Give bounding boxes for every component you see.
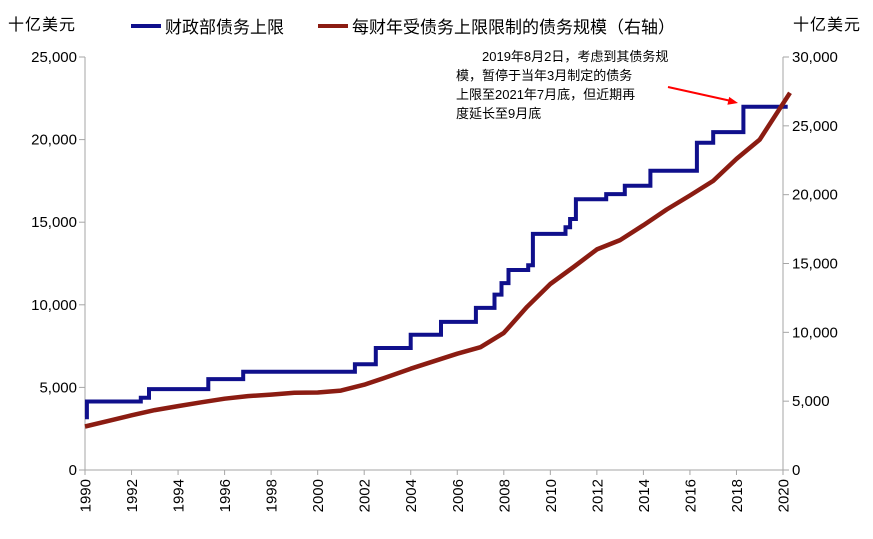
annotation-line: 2019年8月2日，考虑到其债务规 bbox=[482, 49, 669, 64]
x-axis-tick-label: 1990 bbox=[78, 479, 95, 512]
right-axis-tick-label: 15,000 bbox=[792, 256, 838, 273]
debt-limit-series bbox=[84, 104, 788, 420]
x-axis-tick-label: 2004 bbox=[403, 479, 420, 512]
annotation-line: 上限至2021年7月底，但近期再 bbox=[456, 87, 636, 102]
x-axis-tick-label: 2014 bbox=[636, 479, 653, 512]
x-axis-tick-label: 2006 bbox=[450, 479, 467, 512]
right-axis-unit-label: 十亿美元 bbox=[792, 17, 861, 34]
x-axis-tick-label: 2012 bbox=[589, 479, 606, 512]
x-axis-tick-label: 2020 bbox=[776, 479, 793, 512]
annotation-text: 2019年8月2日，考虑到其债务规 模，暂停于当年3月制定的债务 上限至2021… bbox=[456, 47, 756, 123]
annotation-line: 度延长至9月底 bbox=[456, 106, 542, 121]
left-axis-tick-label: 5,000 bbox=[39, 379, 77, 396]
left-axis-tick-label: 0 bbox=[69, 462, 77, 479]
left-axis-tick-label: 15,000 bbox=[31, 214, 77, 231]
right-axis-tick-label: 25,000 bbox=[792, 118, 838, 135]
x-axis-tick-label: 2002 bbox=[357, 479, 374, 512]
x-axis-tick-label: 2016 bbox=[682, 479, 699, 512]
x-axis-tick-label: 2010 bbox=[543, 479, 560, 512]
right-axis-tick-label: 30,000 bbox=[792, 49, 838, 66]
x-axis-tick-label: 2000 bbox=[310, 479, 327, 512]
x-axis-tick-label: 1996 bbox=[217, 479, 234, 512]
chart-legend: 财政部债务上限 每财年受债务上限限制的债务规模（右轴） bbox=[131, 13, 675, 38]
legend-swatch-debt-limit bbox=[131, 23, 161, 28]
x-axis-tick-label: 2018 bbox=[729, 479, 746, 512]
legend-item-debt-subject: 每财年受债务上限限制的债务规模（右轴） bbox=[318, 13, 675, 38]
left-axis-tick-label: 10,000 bbox=[31, 297, 77, 314]
annotation-arrow-head bbox=[727, 96, 738, 105]
legend-item-debt-limit: 财政部债务上限 bbox=[131, 13, 284, 38]
right-axis-tick-label: 0 bbox=[792, 462, 800, 479]
left-axis-tick-label: 20,000 bbox=[31, 132, 77, 149]
debt-subject-to-limit-series bbox=[84, 91, 792, 429]
x-axis-tick-label: 1992 bbox=[124, 479, 141, 512]
annotation-line: 模，暂停于当年3月制定的债务 bbox=[456, 68, 633, 83]
left-axis-unit-label: 十亿美元 bbox=[8, 17, 77, 34]
x-axis-tick-label: 1994 bbox=[171, 479, 188, 512]
right-axis-tick-label: 20,000 bbox=[792, 187, 838, 204]
left-axis-tick-label: 25,000 bbox=[31, 49, 77, 66]
x-axis-tick-label: 2008 bbox=[496, 479, 513, 512]
legend-label-debt-subject: 每财年受债务上限限制的债务规模（右轴） bbox=[352, 18, 675, 37]
legend-label-debt-limit: 财政部债务上限 bbox=[165, 18, 284, 37]
annotation-arrow-line bbox=[667, 86, 730, 102]
legend-swatch-debt-subject bbox=[318, 23, 348, 28]
right-axis-tick-label: 5,000 bbox=[792, 393, 830, 410]
right-axis-tick-label: 10,000 bbox=[792, 324, 838, 341]
x-axis-tick-label: 1998 bbox=[264, 479, 281, 512]
